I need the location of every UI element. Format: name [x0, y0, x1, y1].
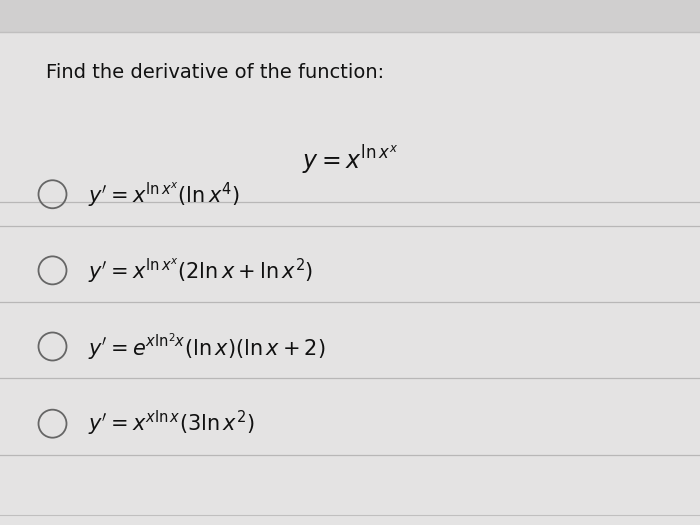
Bar: [0, 0, 700, 32]
Text: Find the derivative of the function:: Find the derivative of the function:: [46, 63, 384, 82]
Text: $y = x^{\ln x^{x}}$: $y = x^{\ln x^{x}}$: [302, 144, 398, 177]
Text: $y' = x^{\ln x^{x}}(\ln x^{4})$: $y' = x^{\ln x^{x}}(\ln x^{4})$: [88, 180, 239, 208]
Text: $y' = x^{x\ln x}(3\ln x^{2})$: $y' = x^{x\ln x}(3\ln x^{2})$: [88, 409, 254, 438]
Text: $y' = x^{\ln x^{x}}(2\ln x + \ln x^{2})$: $y' = x^{\ln x^{x}}(2\ln x + \ln x^{2})$: [88, 256, 313, 285]
Text: $y' = e^{x\ln^{2}\! x}(\ln x)(\ln x + 2)$: $y' = e^{x\ln^{2}\! x}(\ln x)(\ln x + 2)…: [88, 331, 325, 362]
